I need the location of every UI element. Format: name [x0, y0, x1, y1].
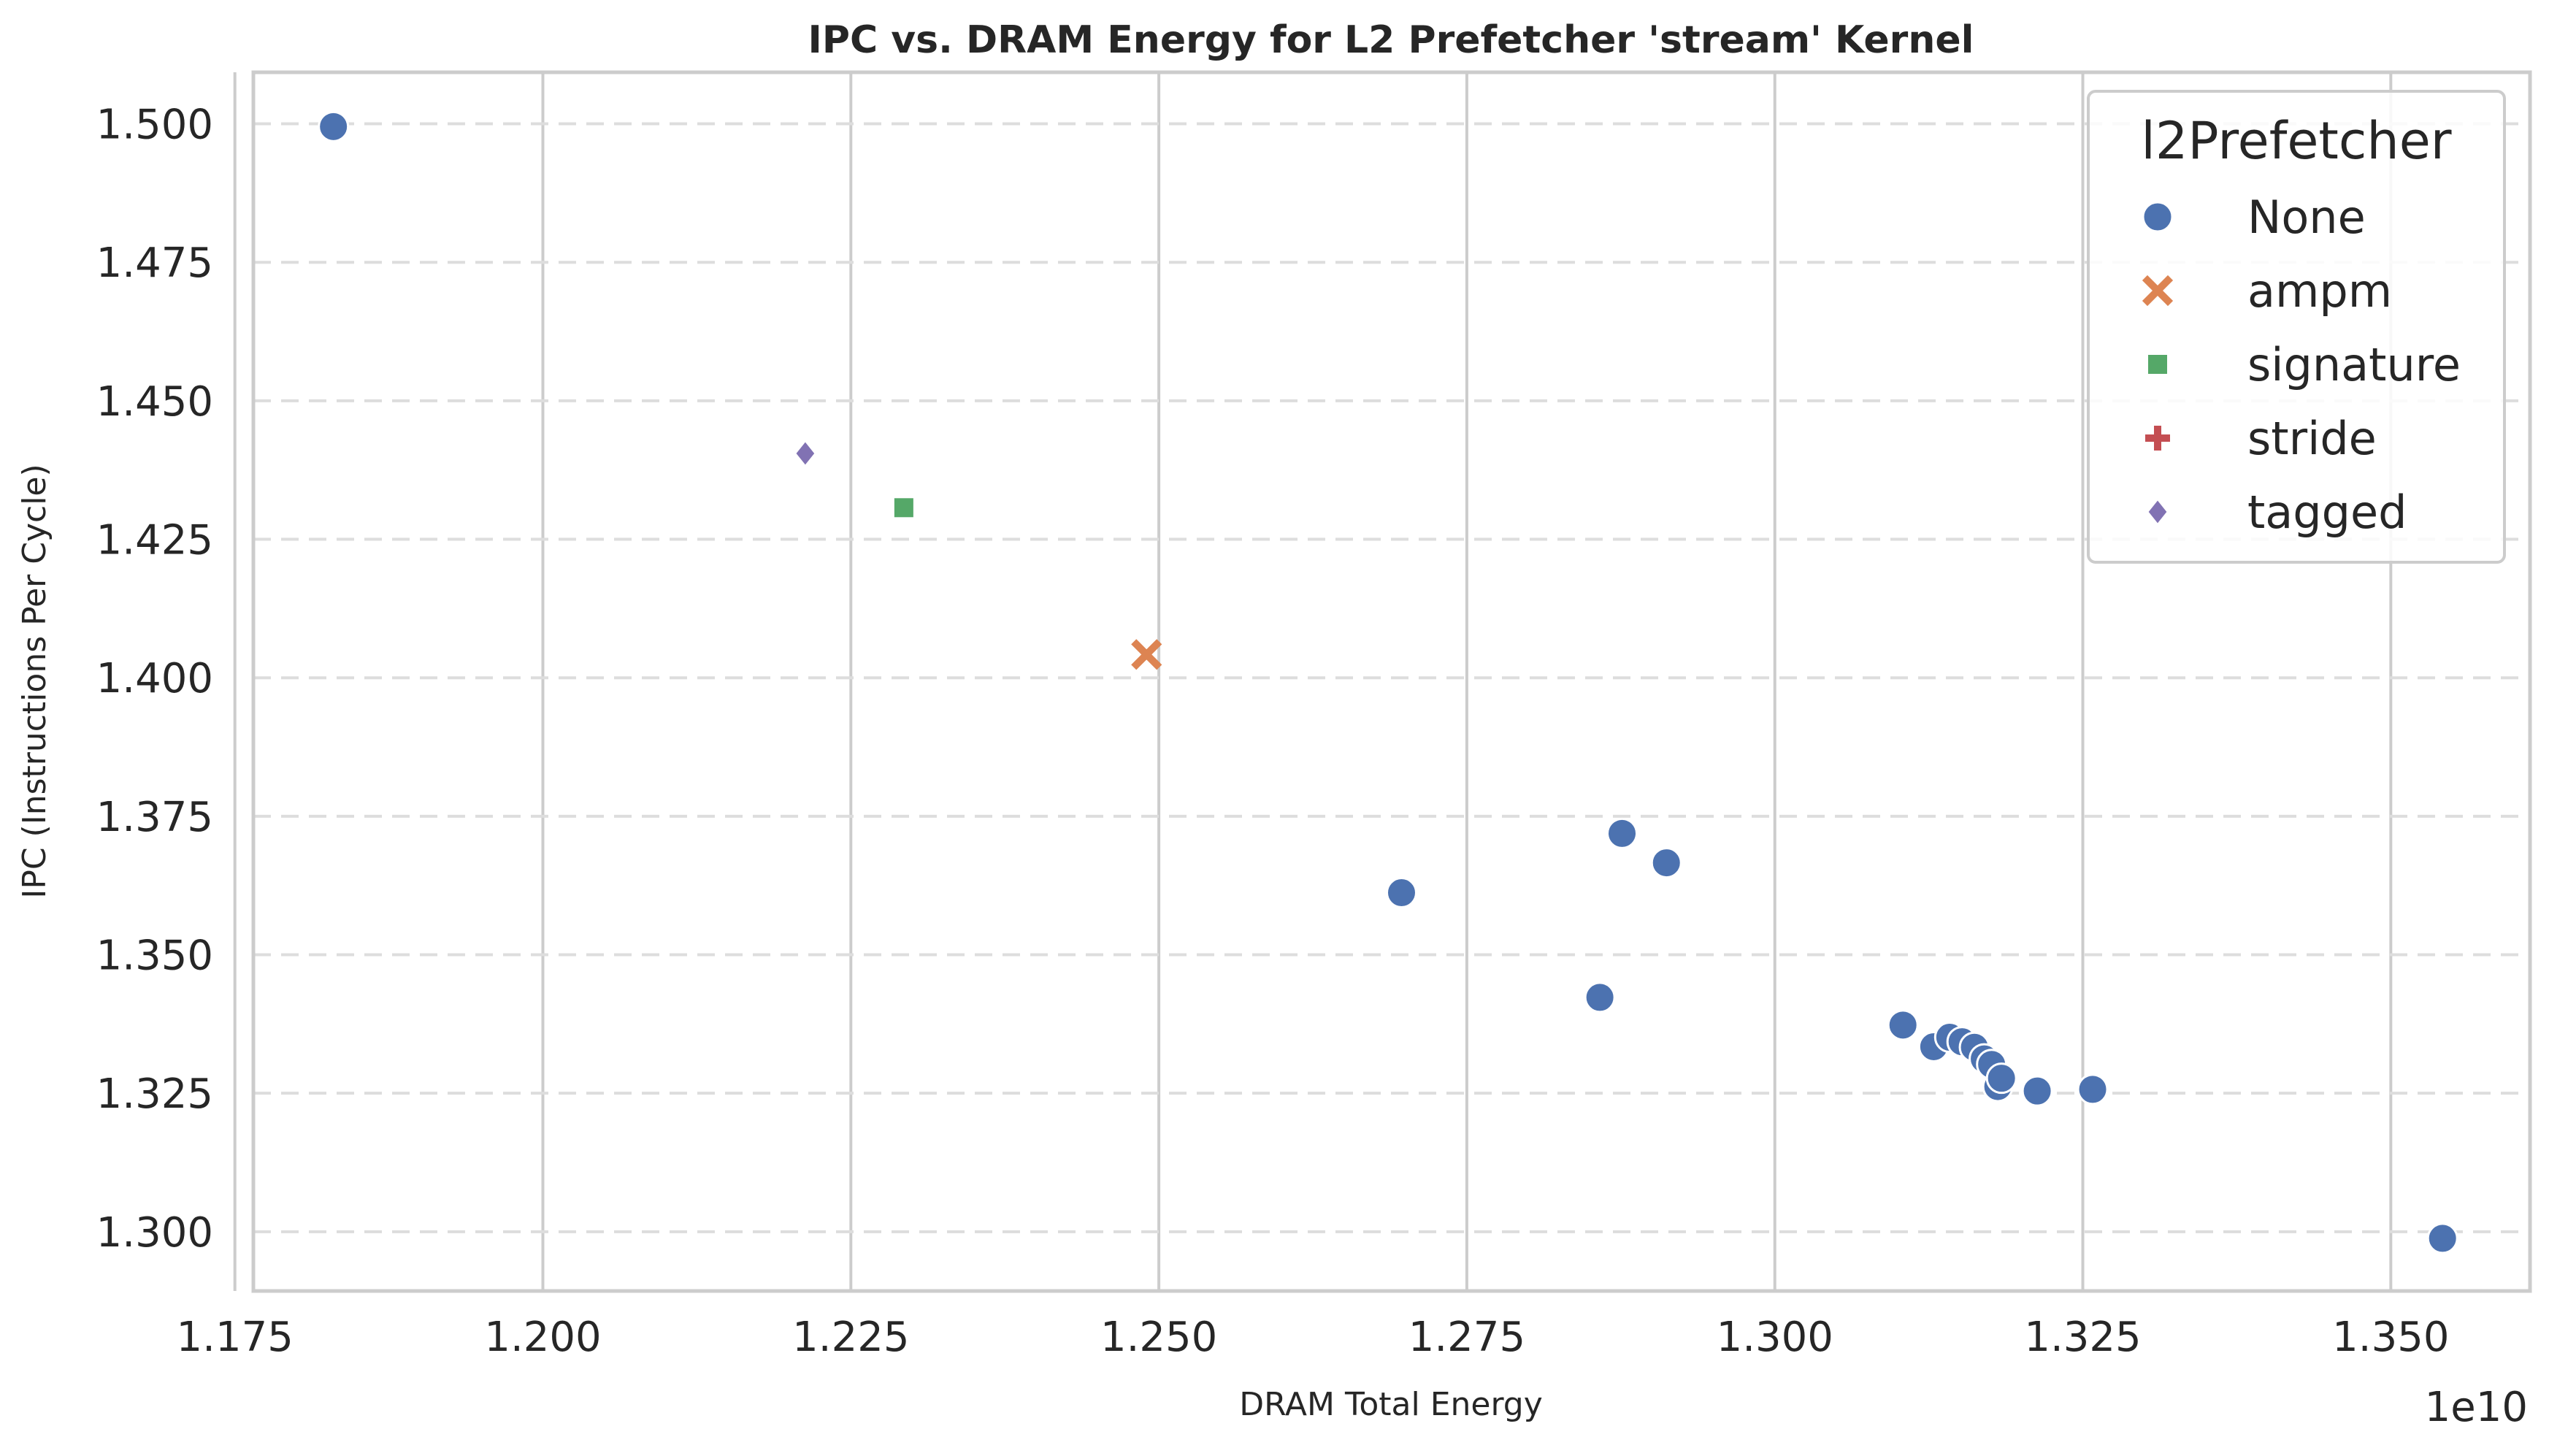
x-tick-label: 1.325: [2024, 1314, 2141, 1361]
x-offset-label: 1e10: [2425, 1384, 2528, 1431]
y-tick-label: 1.475: [96, 240, 213, 287]
data-point-ampm: [1131, 639, 1162, 670]
legend-label-tagged: tagged: [2247, 486, 2407, 539]
data-point-none: [1985, 1062, 2017, 1095]
data-point-none: [1584, 981, 1616, 1014]
x-tick-label: 1.175: [177, 1314, 294, 1361]
data-point-none: [2077, 1073, 2109, 1106]
legend-box: [2087, 90, 2506, 564]
y-tick-label: 1.375: [96, 794, 213, 841]
data-point-none: [318, 110, 350, 142]
x-tick-labels: 1.175 1.200 1.225 1.250 1.275 1.300 1.325 1.350: [177, 1314, 2450, 1361]
legend-marker-signature: [2147, 353, 2169, 375]
data-point-tagged: [794, 440, 816, 467]
x-tick-label: 1.300: [1717, 1314, 1833, 1361]
plot-frame: [251, 70, 2532, 1293]
legend-marker-none: [2142, 201, 2174, 233]
legend: l2Prefetcher None ampm signature stride tagg…: [2087, 90, 2506, 564]
y-tick-label: 1.425: [96, 517, 213, 564]
x-axis-label: DRAM Total Energy: [1239, 1386, 1543, 1423]
x-tick-label: 1.350: [2332, 1314, 2449, 1361]
y-tick-label: 1.325: [96, 1070, 213, 1118]
data-point-none: [1606, 817, 1638, 849]
legend-entries: None ampm signature stride tagged: [2142, 191, 2461, 539]
x-tick-label: 1.250: [1100, 1314, 1217, 1361]
data-point-signature: [892, 497, 915, 519]
y-tick-labels: 1.300 1.325 1.350 1.375 1.400 1.425 1.450 1.475…: [96, 101, 213, 1257]
y-tick-label: 1.300: [96, 1209, 213, 1257]
y-tick-label: 1.450: [96, 378, 213, 426]
y-tick-label: 1.350: [96, 932, 213, 980]
y-tick-label: 1.500: [96, 101, 213, 149]
x-tick-label: 1.200: [484, 1314, 601, 1361]
legend-label-none: None: [2247, 191, 2366, 244]
x-tick-label: 1.225: [792, 1314, 909, 1361]
legend-marker-stride: [2145, 426, 2170, 451]
data-points: [318, 110, 2458, 1254]
legend-label-stride: stride: [2247, 412, 2377, 465]
data-point-none: [2021, 1075, 2053, 1107]
legend-title: l2Prefetcher: [2141, 111, 2451, 171]
legend-label-ampm: ampm: [2247, 264, 2392, 318]
y-tick-label: 1.400: [96, 655, 213, 702]
x-tick-label: 1.275: [1408, 1314, 1525, 1361]
legend-marker-ampm: [2142, 275, 2174, 307]
data-point-none: [1887, 1009, 1919, 1041]
chart-title: IPC vs. DRAM Energy for L2 Prefetcher 's…: [808, 18, 1974, 62]
data-point-none: [1650, 847, 1682, 879]
legend-label-signature: signature: [2247, 338, 2461, 391]
legend-marker-tagged: [2147, 498, 2169, 526]
y-axis-label: IPC (Instructions Per Cycle): [16, 464, 53, 898]
data-point-none: [2426, 1222, 2458, 1254]
data-point-none: [1385, 877, 1417, 909]
